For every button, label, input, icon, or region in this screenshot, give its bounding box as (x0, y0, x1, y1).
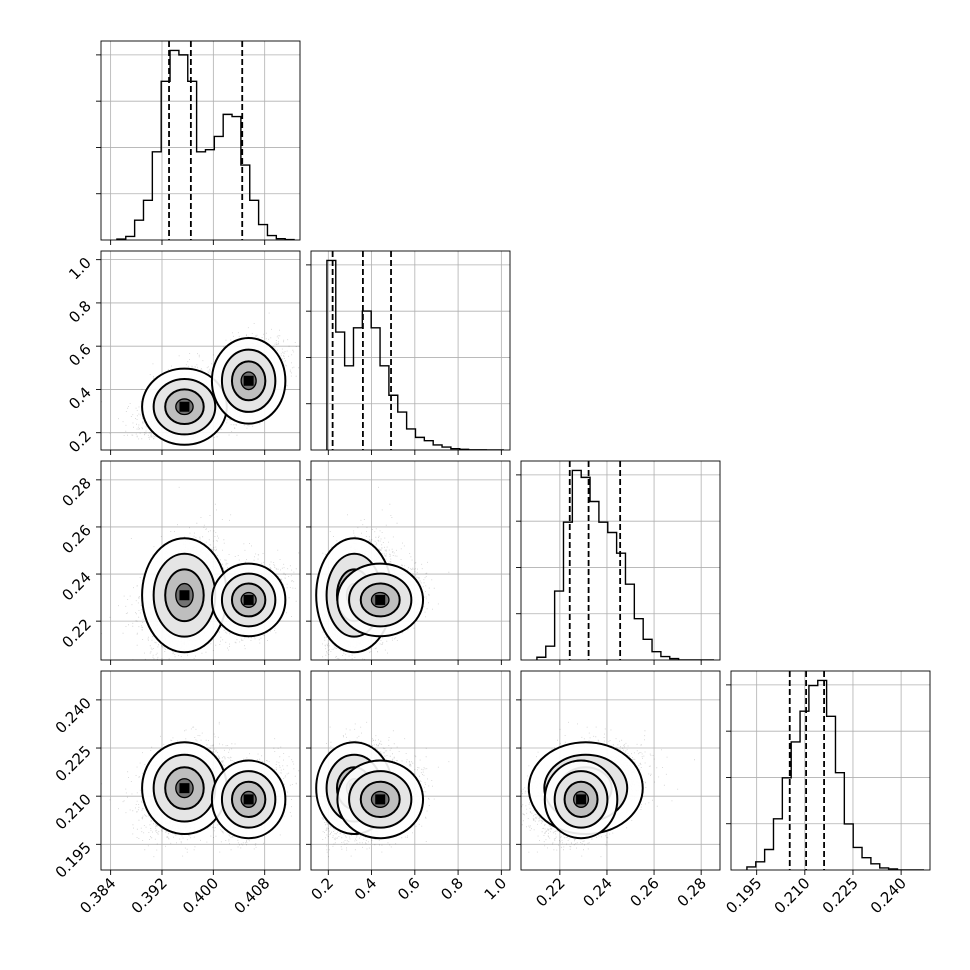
histogram-step (116, 49, 295, 240)
panel-2-0: 0.22 0.24 0.26 0.28 (58, 460, 301, 665)
panel-content (311, 671, 510, 870)
density-peak (243, 794, 254, 805)
panel-content (311, 461, 510, 660)
panel-3-2: 0.22 0.24 0.26 0.28 (516, 670, 721, 910)
x-tick-label: 0.24 (579, 874, 615, 910)
panel-frame (310, 460, 511, 661)
density-peak (179, 590, 190, 601)
y-tick-label: 0.210 (52, 790, 95, 833)
density-peak (243, 594, 254, 605)
panel-content (521, 461, 720, 660)
panel-frame (100, 670, 301, 871)
x-tick-label: 0.225 (819, 874, 862, 917)
density-peak (179, 783, 190, 794)
x-tick-label: 0.210 (771, 874, 814, 917)
panel-content (101, 671, 300, 870)
x-tick-label: 1.0 (481, 874, 511, 904)
y-tick-label: 0.4 (65, 384, 95, 414)
panel-frame (730, 670, 931, 871)
y-tick-label: 0.6 (65, 340, 95, 370)
x-tick-label: 0.240 (867, 874, 910, 917)
x-tick-label: 0.408 (230, 874, 273, 917)
histogram-step (746, 679, 925, 870)
y-tick-label: 0.240 (52, 694, 95, 737)
density-peak (179, 401, 190, 412)
density-peak (375, 794, 386, 805)
panel-content (101, 461, 300, 660)
histogram-step (326, 259, 505, 450)
x-tick-label: 0.28 (674, 874, 710, 910)
panel-content (731, 671, 930, 870)
x-tick-label: 0.400 (179, 874, 222, 917)
x-tick-label: 0.8 (437, 874, 467, 904)
panel-frame (520, 460, 721, 661)
x-tick-label: 0.392 (128, 874, 171, 917)
x-tick-label: 0.2 (308, 874, 338, 904)
panel-content (101, 251, 300, 450)
panel-content (521, 671, 720, 870)
y-tick-label: 0.26 (58, 521, 94, 557)
y-tick-label: 0.2 (65, 427, 95, 457)
panel-frame (520, 670, 721, 871)
x-tick-label: 0.22 (532, 874, 568, 910)
density-peak (243, 375, 254, 386)
y-tick-label: 0.225 (52, 742, 95, 785)
panel-frame (100, 460, 301, 661)
panel-2-1 (306, 460, 511, 665)
panel-0-0 (96, 40, 301, 245)
panel-3-0: 0.384 0.392 0.400 0.408 0.195 0.210 0.225 0.240 (52, 670, 301, 917)
panel-content (101, 41, 300, 240)
panel-1-1 (306, 250, 511, 455)
panel-frame (310, 670, 511, 871)
panel-frame (310, 250, 511, 451)
panel-2-2 (516, 460, 721, 665)
density-peak (576, 794, 587, 805)
x-tick-label: 0.384 (76, 874, 119, 917)
y-tick-label: 0.28 (58, 474, 94, 510)
density-peak (375, 594, 386, 605)
y-tick-label: 1.0 (65, 254, 95, 284)
panel-content (311, 251, 510, 450)
panel-frame (100, 40, 301, 241)
x-tick-label: 0.26 (627, 874, 663, 910)
y-tick-label: 0.22 (58, 615, 94, 651)
panel-1-0: 0.2 0.4 0.6 0.8 1.0 (65, 250, 301, 457)
y-tick-label: 0.195 (52, 838, 95, 881)
histogram-step (536, 469, 715, 660)
y-tick-label: 0.24 (58, 568, 94, 604)
panel-3-1: 0.2 0.4 0.6 0.8 1.0 (306, 670, 511, 904)
x-tick-label: 0.195 (722, 874, 765, 917)
y-tick-label: 0.8 (65, 297, 95, 327)
x-tick-label: 0.4 (351, 874, 381, 904)
x-tick-label: 0.6 (394, 874, 424, 904)
panel-3-3: 0.195 0.210 0.225 0.240 (722, 670, 931, 917)
panel-frame (100, 250, 301, 451)
